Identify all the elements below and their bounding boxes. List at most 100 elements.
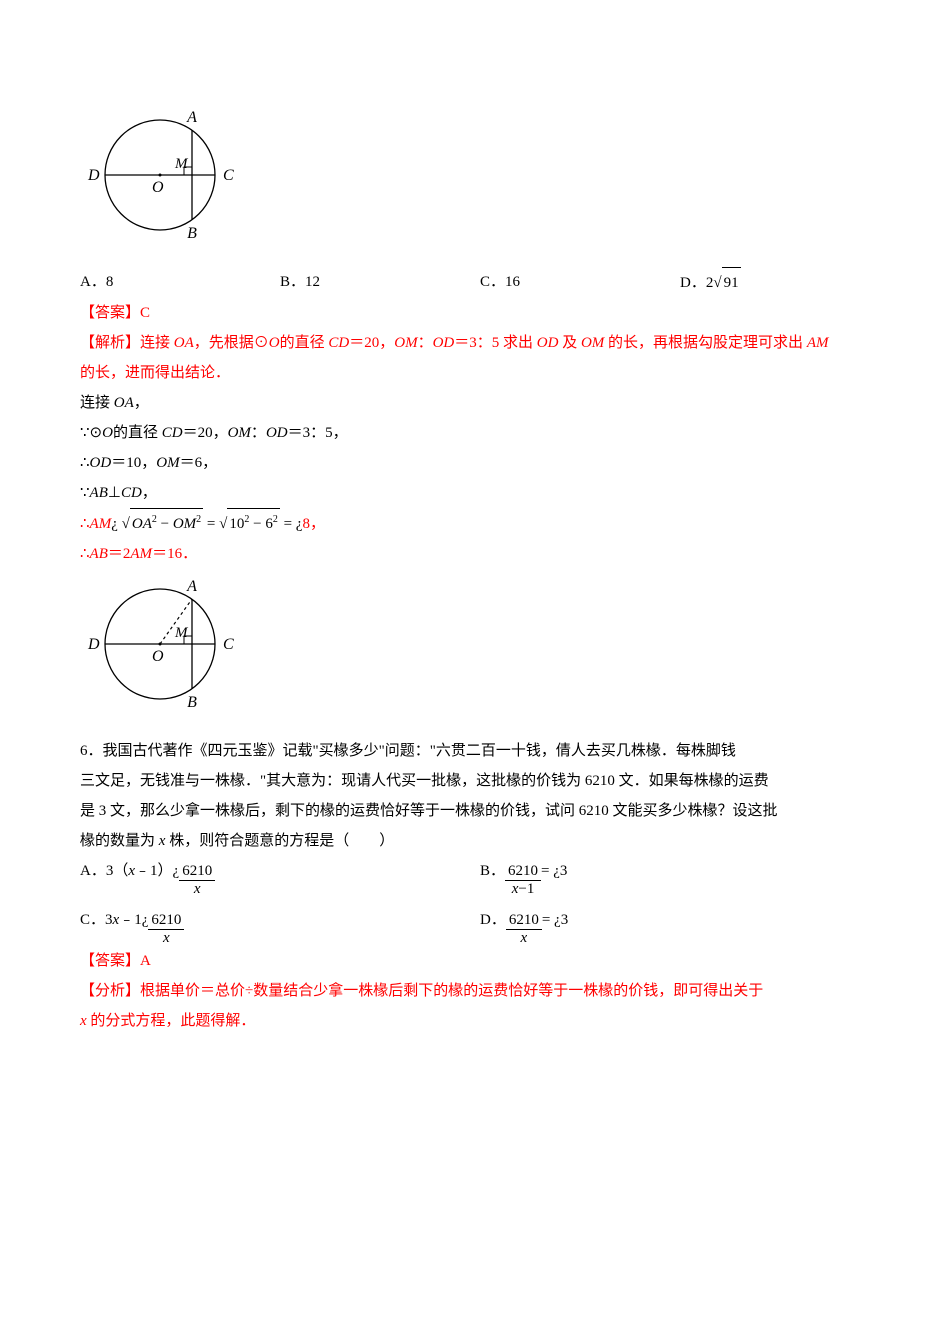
v: x xyxy=(128,856,135,886)
q5-explain-line6: ∵AB⊥CD， xyxy=(80,478,870,508)
t: ∵ xyxy=(80,485,90,501)
den: x xyxy=(148,930,184,947)
t: ＝16． xyxy=(152,546,197,562)
v: x xyxy=(113,905,120,935)
var-oa: OA xyxy=(174,335,194,351)
choice-d: D． 6210x = ¿3 xyxy=(480,905,830,946)
svg-text:O: O xyxy=(152,648,164,665)
t: 的直径 xyxy=(280,335,329,351)
t: 【分析】 xyxy=(80,983,140,999)
num: 6210 xyxy=(179,863,215,881)
q5-choices: A．8 B．12 C．16 D．2 √91 xyxy=(80,267,870,298)
v: AB xyxy=(90,485,108,501)
t: 椽的数量为 xyxy=(80,833,159,849)
svg-text:D: D xyxy=(87,636,100,653)
sqrt-icon: √OA2 − OM2 xyxy=(122,508,204,539)
t: ，先根据⊙ xyxy=(194,335,269,351)
choice-d: D．2 √91 xyxy=(680,267,830,298)
t: ＝6， xyxy=(180,455,218,471)
q6-stem-line1: 6．我国古代著作《四元玉鉴》记载"买椽多少"问题："六贯二百一十钱，倩人去买几株… xyxy=(80,736,870,766)
num: 6210 xyxy=(506,912,542,930)
choice-b: B．12 xyxy=(280,267,480,298)
t: ﹣1）¿ xyxy=(135,856,179,886)
q6-stem-line3: 是 3 文，那么少拿一株椽后，剩下的椽的运费恰好等于一株椽的价钱，试问 6210… xyxy=(80,796,870,826)
t: 的长，再根据勾股定理可求出 xyxy=(604,335,807,351)
t: = ¿ xyxy=(284,516,303,532)
t: 根据单价＝总价÷数量结合少拿一株椽后剩下的椽的运费恰好等于一株椽的价钱，即可得出… xyxy=(140,983,763,999)
v: O xyxy=(102,425,113,441)
t: ﹣1¿ xyxy=(119,905,148,935)
t: ¿ xyxy=(111,516,118,532)
t: ⊥ xyxy=(108,485,121,501)
t: ＝10， xyxy=(111,455,156,471)
choice-a: A．8 xyxy=(80,267,280,298)
t: ∴ xyxy=(80,516,90,532)
t: 连接 xyxy=(80,395,114,411)
choice-c: C．16 xyxy=(480,267,680,298)
q6-stem-line2: 三文足，无钱准与一株椽．"其大意为：现请人代买一批椽，这批椽的价钱为 6210 … xyxy=(80,766,870,796)
t: 株，则符合题意的方程是（ ） xyxy=(165,833,394,849)
q6-answer: 【答案】A xyxy=(80,946,870,976)
q5-explain-line4: ∵⊙O的直径 CD＝20，OM：OD＝3：5， xyxy=(80,418,870,448)
t: ： xyxy=(251,425,266,441)
fraction: 6210x xyxy=(506,912,542,946)
sqrt-icon: √91 xyxy=(713,267,740,298)
q6-number: 6． xyxy=(80,743,103,759)
svg-text:M: M xyxy=(174,156,189,172)
v: OM xyxy=(228,425,251,441)
fraction: 6210x xyxy=(179,863,215,897)
q6-analysis-line2: x 的分式方程，此题得解． xyxy=(80,1006,870,1036)
t: 8， xyxy=(302,516,325,532)
t: A．3（ xyxy=(80,856,128,886)
var-om2: OM xyxy=(581,335,604,351)
geometry-diagram-2: A B C D M O xyxy=(80,569,870,730)
t: ＝3：5， xyxy=(288,425,348,441)
choice-d-prefix: D．2 xyxy=(680,268,713,298)
radicand: OA2 − OM2 xyxy=(130,508,203,539)
geometry-diagram-1: A B C D M O xyxy=(80,100,870,261)
t: 我国古代著作《四元玉鉴》记载"买椽多少"问题："六贯二百一十钱，倩人去买几株椽．… xyxy=(103,743,736,759)
v: AM xyxy=(130,546,152,562)
t: ： xyxy=(418,335,433,351)
q6-choices-row1: A．3（x﹣1）¿ 6210x B． 6210x−1 = ¿3 xyxy=(80,856,870,897)
q6-analysis-line1: 【分析】根据单价＝总价÷数量结合少拿一株椽后剩下的椽的运费恰好等于一株椽的价钱，… xyxy=(80,976,870,1006)
t: = ¿3 xyxy=(542,905,568,935)
t: ∴ xyxy=(80,455,90,471)
t: ＝3：5 求出 xyxy=(454,335,537,351)
t: ＝20， xyxy=(183,425,228,441)
var-cd: CD xyxy=(328,335,349,351)
v: CD xyxy=(121,485,142,501)
var-od2: OD xyxy=(537,335,559,351)
t: ∴ xyxy=(80,546,90,562)
var-om: OM xyxy=(394,335,417,351)
q5-explain-line7: ∴AM¿ √OA2 − OM2 = √102 − 62 = ¿8， xyxy=(80,508,870,539)
sqrt-icon: √102 − 62 xyxy=(219,508,280,539)
choice-b: B． 6210x−1 = ¿3 xyxy=(480,856,830,897)
q5-explain-line1: 【解析】连接 OA，先根据⊙O的直径 CD＝20，OM：OD＝3：5 求出 OD… xyxy=(80,328,870,358)
circle-chord-diagram-icon: A B C D M O xyxy=(80,100,250,250)
radicand: 102 − 62 xyxy=(227,508,279,539)
svg-text:A: A xyxy=(186,578,197,595)
t: B． xyxy=(480,856,505,886)
svg-text:B: B xyxy=(187,225,197,242)
t: ＝20， xyxy=(349,335,394,351)
radicand: 91 xyxy=(722,267,741,298)
v: OD xyxy=(266,425,288,441)
var-x: x xyxy=(80,1013,87,1029)
page: A B C D M O A．8 B．12 C．16 D．2 √91 【答案】C … xyxy=(0,0,950,1344)
q5-explain-line3: 连接 OA， xyxy=(80,388,870,418)
var-am: AM xyxy=(807,335,829,351)
choice-a: A．3（x﹣1）¿ 6210x xyxy=(80,856,480,897)
svg-text:D: D xyxy=(87,167,100,184)
t: D． xyxy=(480,905,506,935)
q6-stem-line4: 椽的数量为 x 株，则符合题意的方程是（ ） xyxy=(80,826,870,856)
q5-explain-line2: 的长，进而得出结论． xyxy=(80,358,870,388)
v: CD xyxy=(162,425,183,441)
svg-text:B: B xyxy=(187,694,197,711)
svg-text:C: C xyxy=(223,636,234,653)
num: 6210 xyxy=(505,863,541,881)
num: 6210 xyxy=(148,912,184,930)
t: C．3 xyxy=(80,905,113,935)
t: ∵⊙ xyxy=(80,425,102,441)
t: = ¿3 xyxy=(541,856,567,886)
